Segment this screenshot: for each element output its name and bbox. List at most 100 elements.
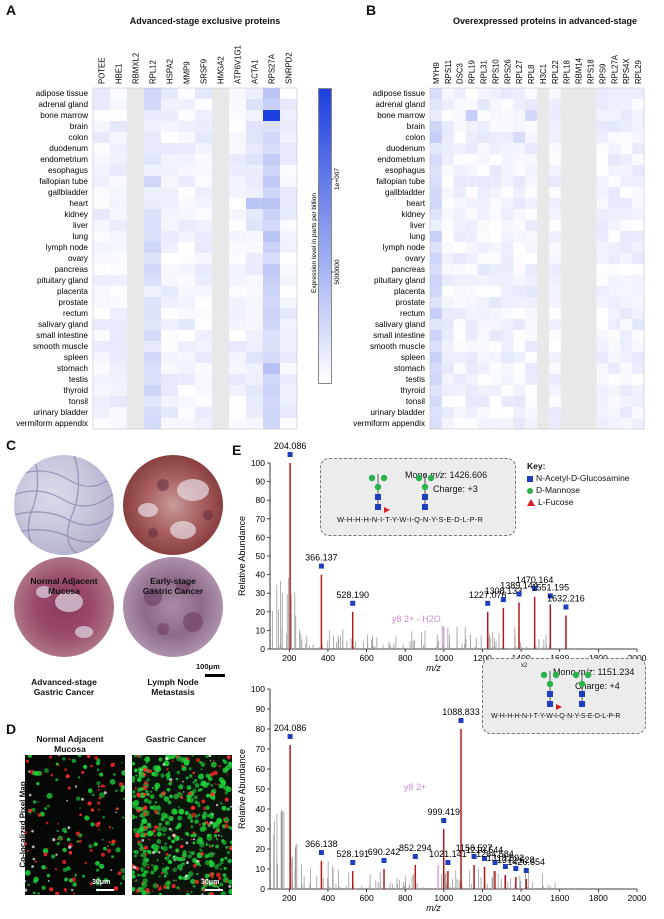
heatmap-cell (596, 165, 609, 177)
heatmap-cell (144, 308, 162, 320)
heatmap-cell (537, 88, 550, 100)
heatmap-cell (513, 154, 526, 166)
heatmap-cell (229, 374, 247, 386)
heatmap-cell (632, 121, 645, 133)
heatmap-cell (572, 143, 585, 155)
heatmap-cell (453, 407, 466, 419)
x-axis-label: m/z (426, 663, 441, 673)
heatmap-cell (584, 154, 597, 166)
heatmap-cell (537, 385, 550, 397)
heatmap-cell (560, 396, 573, 408)
tissue-image-normal (14, 455, 114, 555)
heatmap-cell (195, 264, 213, 276)
heatmap-cell (620, 341, 633, 353)
heatmap-cell (596, 143, 609, 155)
heatmap-column-label: RPL8 (527, 64, 536, 84)
heatmap-cell (608, 165, 621, 177)
heatmap-cell (161, 242, 179, 254)
panel-label-a: A (6, 2, 17, 18)
heatmap-cell (620, 407, 633, 419)
annotation-box-2: Mono m/z: 1151.234 Charge: +4 W-H-H-H-N-… (482, 658, 646, 734)
heatmap-cell (195, 110, 213, 122)
heatmap-cell (441, 396, 454, 408)
panel-label-c: C (6, 437, 17, 453)
heatmap-cell (144, 385, 162, 397)
heatmap-column-label: RPL22 (551, 60, 560, 84)
heatmap-cell (263, 121, 281, 133)
heatmap-cell (477, 165, 490, 177)
heatmap-cell (280, 341, 298, 353)
heatmap-cell (548, 407, 561, 419)
heatmap-cell (280, 297, 298, 309)
heatmap-cell (144, 407, 162, 419)
heatmap-row-label: bone marrow (40, 111, 88, 120)
heatmap-cell (489, 363, 502, 375)
heatmap-cell (584, 341, 597, 353)
heatmap-cell (620, 418, 633, 430)
heatmap-cell (608, 396, 621, 408)
peak-label: 1632.216 (547, 594, 585, 604)
heatmap-cell (572, 242, 585, 254)
heatmap-cell (560, 242, 573, 254)
heatmap-cell (560, 143, 573, 155)
heatmap-cell (93, 385, 111, 397)
heatmap-column-label: RPS18 (587, 59, 596, 84)
heatmap-cell (195, 253, 213, 265)
heatmap-cell (110, 242, 128, 254)
heatmap-cell (596, 99, 609, 111)
heatmap-row-label: thyroid (63, 386, 88, 395)
heatmap-cell (465, 396, 478, 408)
y-tick-label: 70 (256, 514, 266, 524)
heatmap-cell (110, 363, 128, 375)
heatmap-cell (513, 363, 526, 375)
heatmap-cell (178, 253, 196, 265)
heatmap-cell (537, 165, 550, 177)
heatmap-cell (465, 297, 478, 309)
heatmap-cell (501, 99, 514, 111)
heatmap-cell (525, 396, 538, 408)
heatmap-cell (477, 121, 490, 133)
heatmap-cell (430, 418, 443, 430)
heatmap-cell (465, 209, 478, 221)
x-tick-label: 200 (282, 893, 296, 903)
heatmap-cell (430, 99, 443, 111)
heatmap-cell (161, 110, 179, 122)
heatmap-cell (161, 286, 179, 298)
heatmap-cell (93, 110, 111, 122)
heatmap-cell (110, 385, 128, 397)
heatmap-cell (127, 209, 145, 221)
heatmap-cell (246, 319, 264, 331)
heatmap-cell (632, 396, 645, 408)
heatmap-cell (212, 297, 230, 309)
heatmap-cell (441, 154, 454, 166)
heatmap-cell (229, 154, 247, 166)
heatmap-cell (489, 341, 502, 353)
heatmap-cell (525, 99, 538, 111)
heatmap-cell (525, 176, 538, 188)
heatmap-cell (560, 154, 573, 166)
peak-label: 204.086 (274, 723, 307, 733)
heatmap-cell (501, 385, 514, 397)
heatmap-cell (477, 198, 490, 210)
heatmap-cell (525, 231, 538, 243)
heatmap-row-label: spleen (401, 353, 426, 362)
heatmap-cell (537, 363, 550, 375)
heatmap-cell (441, 264, 454, 276)
heatmap-row-label: lung (73, 232, 89, 241)
heatmap-cell (584, 286, 597, 298)
heatmap-cell (110, 374, 128, 386)
heatmap-cell (608, 209, 621, 221)
heatmap-cell (548, 297, 561, 309)
heatmap-cell (548, 209, 561, 221)
peak-label: 1021.141 (429, 849, 467, 859)
peak-label: 528.191 (336, 849, 369, 859)
x-tick-label: 2000 (628, 893, 647, 903)
heatmap-cell (525, 242, 538, 254)
heatmap-cell (548, 319, 561, 331)
heatmap-cell (453, 363, 466, 375)
peak-label: 999.419 (427, 807, 460, 817)
fragment-label: y8 2+ - H2O (392, 614, 441, 624)
scale-bar-c-label: 100μm (196, 662, 220, 671)
heatmap-cell (441, 341, 454, 353)
heatmap-cell (501, 319, 514, 331)
